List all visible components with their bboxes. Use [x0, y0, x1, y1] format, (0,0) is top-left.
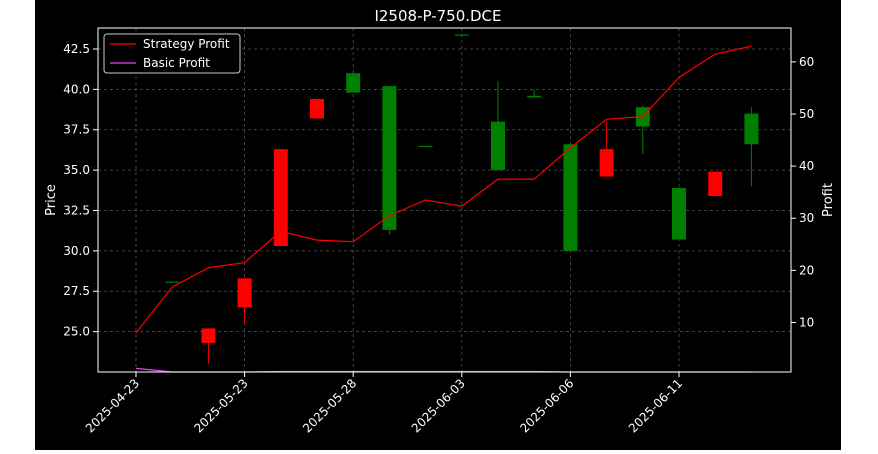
y-axis-label-right: Profit [821, 183, 836, 217]
y-tick-label-right: 20 [799, 263, 814, 277]
strategy-profit-line [135, 45, 752, 334]
candle-layer [129, 34, 759, 364]
y-tick-label-left: 25.0 [63, 325, 90, 339]
y-tick-label-right: 50 [799, 107, 814, 121]
candle-body [744, 113, 759, 145]
candle-body [418, 145, 433, 148]
candle-body [201, 328, 216, 343]
y-tick-label-left: 32.5 [63, 203, 90, 217]
candle-body [599, 149, 614, 177]
candle-body [237, 278, 252, 308]
chart-title: I2508-P-750.DCE [374, 7, 501, 25]
legend: Strategy Profit Basic Profit [103, 33, 241, 74]
candle-body [672, 187, 686, 240]
candle-body [382, 86, 397, 230]
y-tick-label-right: 40 [799, 159, 814, 173]
y-tick-label-left: 37.5 [63, 123, 90, 137]
legend-basic-label: Basic Profit [143, 56, 210, 70]
candle-body [491, 121, 505, 171]
figure-background [35, 0, 841, 450]
candle-body [563, 144, 578, 251]
plot-frame [97, 27, 792, 373]
y-tick-label-right: 60 [799, 55, 814, 69]
candle-body [273, 149, 288, 247]
y-axis-label-left: Price [44, 184, 59, 216]
y-tick-label-left: 35.0 [63, 163, 90, 177]
legend-box [103, 33, 241, 74]
candle-body [310, 99, 324, 119]
y-tick-label-left: 30.0 [63, 244, 90, 258]
candle-body [165, 281, 180, 283]
candle-body [454, 34, 469, 36]
y-tick-label-left: 27.5 [63, 284, 90, 298]
y-tick-label-right: 30 [799, 211, 814, 225]
y-tick-label-left: 42.5 [63, 42, 90, 56]
candle-body [708, 171, 723, 196]
legend-strategy-label: Strategy Profit [143, 37, 230, 51]
candle-body [527, 95, 542, 98]
y-tick-label-right: 10 [799, 315, 814, 329]
candle-body [346, 73, 361, 93]
y-tick-label-left: 40.0 [63, 82, 90, 96]
